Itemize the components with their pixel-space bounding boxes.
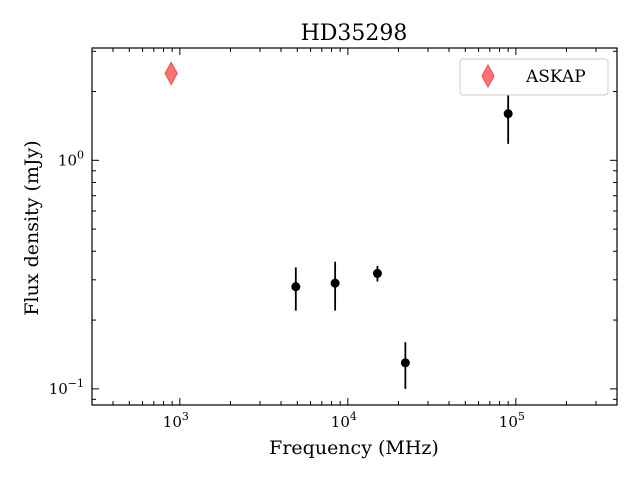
x-tick-label: 104	[331, 410, 357, 431]
x-tick-label: 103	[163, 410, 189, 431]
y-axis-label: Flux density (mJy)	[21, 140, 43, 315]
data-point	[291, 282, 301, 292]
askap-point	[164, 61, 178, 86]
y-tick-label: 100	[58, 148, 84, 169]
legend-askap-label: ASKAP	[525, 67, 586, 87]
plot-frame	[91, 47, 618, 406]
data-point	[372, 268, 382, 278]
y-tick-label: 10−1	[49, 377, 84, 398]
x-tick-label: 105	[499, 410, 525, 431]
x-axis-label: Frequency (MHz)	[269, 437, 439, 459]
data-point	[503, 109, 513, 119]
data-point	[400, 358, 410, 368]
legend-askap-marker	[481, 63, 495, 89]
data-marks	[164, 61, 513, 389]
legend-diamond-icon	[481, 63, 495, 89]
legend-box	[459, 58, 609, 96]
legend: ASKAP	[459, 58, 609, 96]
chart-title: HD35298	[301, 21, 408, 46]
data-point	[330, 278, 340, 288]
axis-ticks: 103 104 105 100 10−1	[49, 48, 618, 431]
